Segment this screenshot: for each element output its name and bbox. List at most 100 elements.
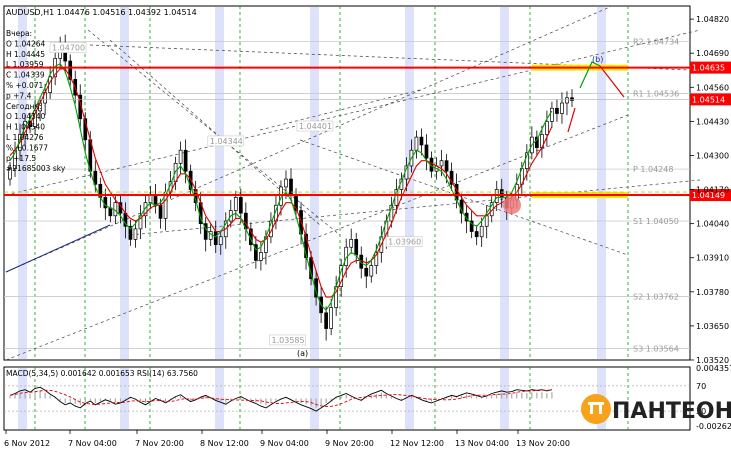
breakout-marker [503, 196, 521, 214]
pivot-label-P: P 1.04248 [633, 165, 673, 174]
info-line-3: L 1.03959 [6, 60, 44, 69]
candle-94 [479, 217, 484, 247]
candle-body [254, 244, 258, 261]
candle-25 [133, 220, 138, 248]
candle-body [178, 149, 183, 164]
indicator-panel-frame [3, 366, 691, 431]
price-note-3: 1.03585 [272, 336, 305, 345]
candle-body [469, 220, 474, 232]
info-line-11: % +0.1677 [6, 143, 48, 152]
session-band-5 [500, 7, 509, 359]
price-panel-frame [3, 5, 691, 361]
candle-body [133, 228, 138, 240]
candle-27 [143, 196, 148, 228]
candle-body [479, 225, 484, 238]
session-band-1 [120, 7, 129, 359]
ytick-label-6: 1.04040 [696, 220, 729, 229]
price-note-1: 1.04344 [210, 137, 243, 146]
candle-68 [349, 228, 354, 254]
indicator-layer: MACD(5,34,5) 0.001642 0.001653 RSI(14) 6… [4, 364, 731, 431]
candle-body [143, 202, 148, 217]
trendline-7 [299, 139, 629, 256]
candle-body [233, 197, 238, 211]
candle-body [424, 144, 429, 159]
xtick-label-5: 9 Nov 20:00 [325, 439, 374, 448]
candle-body [374, 252, 379, 266]
candle-110 [560, 92, 564, 124]
candle-body [499, 189, 504, 198]
axis-layer: 1.04820 1.04690 1.04560 1.04430 1.04300 1.041… [4, 15, 731, 448]
level-tag-0 [690, 61, 731, 74]
price-note-box-4 [385, 236, 423, 247]
ma-slow-line [9, 68, 553, 298]
session-band-ind-2 [215, 368, 224, 429]
candle-body [8, 168, 12, 180]
logo-col-left [590, 405, 593, 414]
session-band-2 [215, 7, 224, 359]
candle-body [203, 223, 208, 240]
logo-coin [581, 394, 611, 424]
candle-body [218, 236, 223, 245]
candle-34 [178, 141, 183, 174]
trendline-4 [109, 39, 321, 226]
candle-5 [33, 100, 37, 136]
pivot-label-S3: S3 1.03564 [633, 344, 679, 353]
grid-layer [34, 6, 629, 430]
trendline-solid [5, 224, 111, 273]
session-band-6 [597, 7, 606, 359]
info-line-13: #21685003 sky [6, 164, 66, 173]
info-line-0: Вчера: [6, 29, 32, 38]
candle-body [414, 136, 419, 151]
candle-105 [535, 130, 539, 156]
price-note-box-1 [207, 135, 245, 147]
candle-body [183, 149, 188, 172]
candle-111 [565, 91, 569, 116]
candle-body [555, 107, 559, 114]
xtick-label-1: 7 Nov 04:00 [68, 439, 117, 448]
candle-body [158, 204, 163, 219]
ytick-label-5: 1.04170 [696, 186, 729, 195]
ma-fast-line [9, 62, 553, 312]
projection-down [599, 65, 625, 98]
info-line-12: p +17.5 [6, 154, 36, 163]
xtick-label-7: 13 Nov 04:00 [455, 439, 509, 448]
info-line-10: L 1.04276 [6, 133, 44, 142]
info-line-1: O 1.04264 [6, 39, 46, 48]
candle-body [113, 202, 118, 217]
last-price-tag [690, 93, 731, 106]
candle-39 [203, 217, 208, 252]
session-band-ind-4 [405, 368, 414, 429]
trendline-3 [87, 29, 341, 236]
ytick-label-9: 1.03650 [696, 322, 729, 331]
session-band-3 [310, 7, 319, 359]
ytick-label-8: 1.03780 [696, 288, 729, 297]
candle-59 [304, 223, 308, 270]
candle-body [68, 60, 73, 80]
candle-body [439, 160, 444, 167]
candle-body [364, 267, 369, 277]
price-note-box-2 [296, 120, 334, 132]
candle-107 [545, 110, 549, 147]
ytick-label-3: 1.04430 [696, 117, 729, 126]
candle-64 [329, 298, 333, 336]
candle-body [474, 231, 479, 238]
candle-63 [324, 306, 328, 341]
info-line-2: H 1.04445 [6, 50, 45, 59]
session-band-ind-0 [18, 368, 27, 429]
trendline-2 [5, 29, 701, 196]
candle-body [444, 160, 449, 172]
pivot-label-S1: S1 1.04050 [633, 217, 679, 226]
candle-108 [550, 101, 554, 128]
last-price-text: 1.04514 [692, 95, 725, 104]
pivot-label-R1: R1 1.04536 [633, 90, 679, 99]
info-line-9: H 1.04540 [6, 123, 45, 132]
candle-83 [424, 134, 429, 171]
candle-body [128, 225, 133, 240]
rsi-line [9, 386, 553, 412]
session-band-ind-1 [120, 368, 129, 429]
xtick-label-8: 13 Nov 20:00 [516, 439, 570, 448]
price-note-0: 1.04700 [52, 44, 85, 53]
candle-body [419, 136, 424, 146]
price-note-2: 1.04401 [299, 122, 332, 131]
candle-0 [8, 162, 12, 186]
